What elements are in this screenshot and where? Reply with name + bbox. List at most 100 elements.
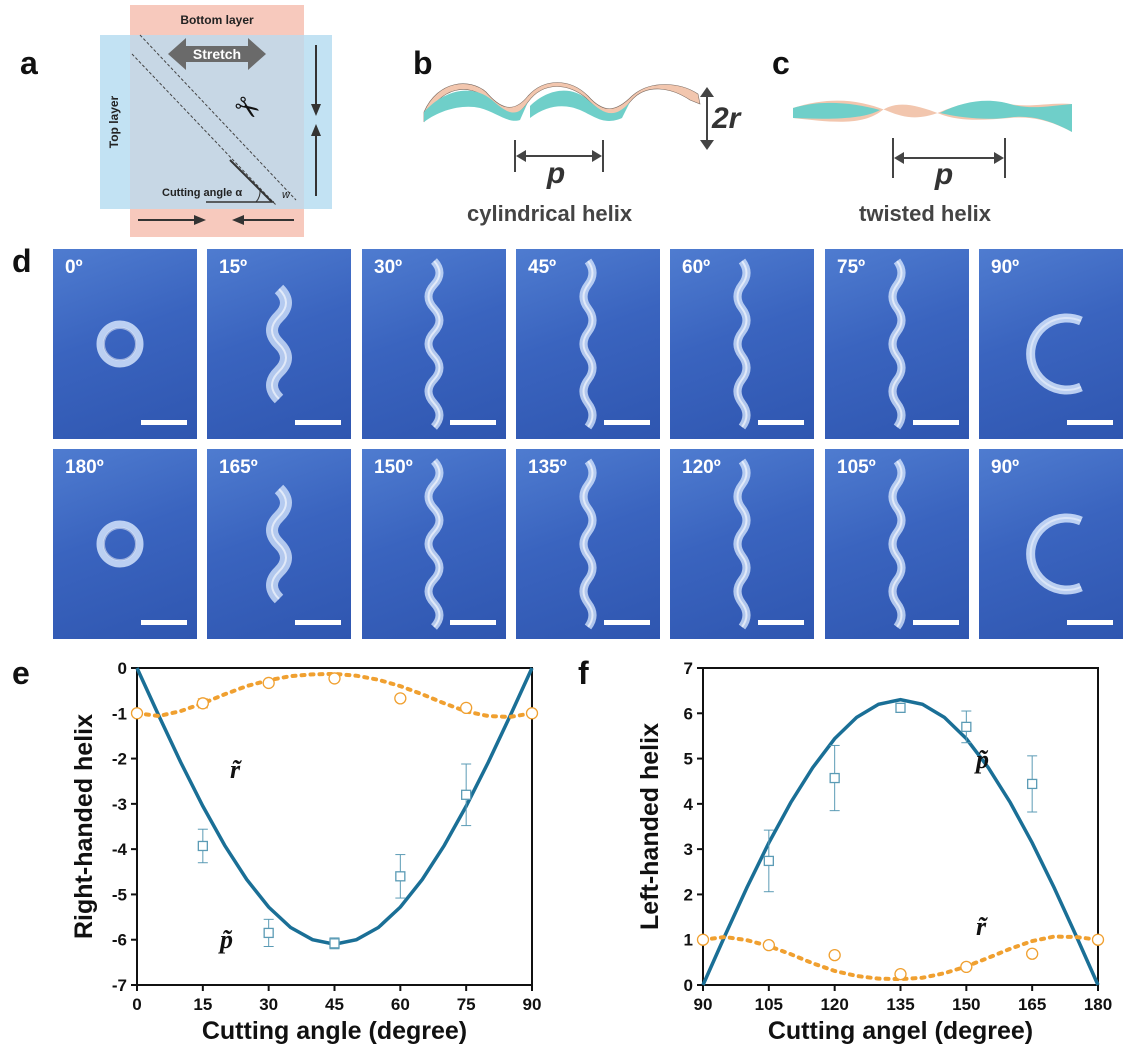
sample-shape bbox=[888, 258, 906, 430]
bottom-layer-label: Bottom layer bbox=[180, 13, 254, 27]
data-point-square bbox=[961, 721, 972, 733]
cylindrical-helix-diagram bbox=[423, 82, 701, 123]
x-tick-label: 105 bbox=[755, 995, 783, 1014]
panel-label-e: e bbox=[12, 655, 30, 691]
data-point-circle bbox=[394, 692, 407, 705]
scale-bar bbox=[758, 620, 804, 625]
y-axis-label: Left-handed helix bbox=[636, 723, 664, 930]
y-tick-label: 5 bbox=[684, 750, 693, 769]
sample-shape bbox=[733, 258, 751, 430]
angle-label: 0º bbox=[65, 257, 83, 278]
data-point-circle bbox=[130, 707, 144, 720]
data-point-square bbox=[197, 840, 208, 852]
stretch-label: Stretch bbox=[193, 46, 241, 62]
angle-label: 180º bbox=[65, 457, 104, 478]
scale-bar bbox=[141, 420, 187, 425]
pitch-label-b: p bbox=[546, 157, 565, 190]
panel-label-a: a bbox=[20, 45, 38, 81]
y-tick-label: 6 bbox=[684, 704, 693, 723]
sample-shape bbox=[733, 458, 751, 630]
scale-bar bbox=[758, 420, 804, 425]
twisted-helix-diagram bbox=[793, 100, 1072, 132]
y-axis-label: Right-handed helix bbox=[70, 714, 98, 939]
cylindrical-helix-caption: cylindrical helix bbox=[467, 201, 633, 226]
data-point-square bbox=[263, 927, 274, 939]
scale-bar bbox=[604, 620, 650, 625]
data-point-circle bbox=[328, 672, 341, 685]
y-tick-label: 3 bbox=[684, 840, 693, 859]
plot-frame bbox=[702, 667, 1099, 986]
sample-shape bbox=[424, 258, 444, 430]
data-point-square bbox=[829, 772, 840, 784]
y-tick-label: -2 bbox=[112, 750, 127, 769]
scale-bar bbox=[913, 420, 959, 425]
data-point-circle bbox=[894, 967, 907, 981]
y-tick-label: -3 bbox=[112, 795, 127, 814]
sample-shape bbox=[579, 258, 597, 430]
scale-bar bbox=[1067, 420, 1113, 425]
x-axis-label: Cutting angel (degree) bbox=[768, 1017, 1033, 1045]
sample-photo: 45º bbox=[516, 249, 660, 439]
annotation-p: p̃ bbox=[974, 745, 989, 774]
scale-bar bbox=[295, 620, 341, 625]
angle-label: 90º bbox=[991, 257, 1020, 278]
x-tick-label: 90 bbox=[694, 995, 713, 1014]
data-point-circle bbox=[196, 697, 209, 710]
data-point-square bbox=[329, 938, 340, 949]
sample-shape bbox=[96, 520, 144, 568]
x-tick-label: 165 bbox=[1018, 995, 1046, 1014]
scale-bar bbox=[450, 420, 496, 425]
angle-label: 105º bbox=[837, 457, 876, 478]
x-tick-label: 0 bbox=[132, 995, 141, 1014]
data-point-square bbox=[1027, 778, 1038, 790]
chart-left-handed: 90 105 120 135 150 165 180 0 1 2 3 4 5 6 7 Cutting ange… bbox=[636, 659, 1112, 1045]
x-tick-label: 135 bbox=[886, 995, 914, 1014]
panel-label-b: b bbox=[413, 45, 433, 81]
sample-photo: 60º bbox=[670, 249, 814, 439]
cutting-angle-label: Cutting angle α bbox=[162, 187, 242, 199]
x-tick-label: 90 bbox=[523, 995, 542, 1014]
angle-label: 150º bbox=[374, 457, 413, 478]
y-tick-label: 0 bbox=[684, 976, 693, 995]
top-layer-label: Top layer bbox=[107, 95, 121, 148]
x-axis-label: Cutting angle (degree) bbox=[202, 1017, 467, 1045]
sample-shape bbox=[96, 320, 144, 368]
data-point-circle bbox=[696, 933, 710, 946]
cutting-schematic: Bottom layer Top layer Stretch ✂ Cutting… bbox=[100, 5, 1072, 237]
y-tick-label: 2 bbox=[684, 885, 693, 904]
data-point-circle bbox=[960, 960, 973, 974]
sample-photo: 135º bbox=[516, 449, 660, 639]
stretch-arrow bbox=[168, 38, 266, 70]
scale-bar bbox=[913, 620, 959, 625]
sample-photo: 105º bbox=[825, 449, 969, 639]
x-tick-label: 15 bbox=[193, 995, 212, 1014]
pitch-label-c: p bbox=[934, 158, 953, 191]
fit-curve-p bbox=[135, 667, 534, 947]
sample-shape bbox=[266, 284, 292, 404]
chart-right-handed: 0 15 30 45 60 75 90 0 -1 -2 -3 -4 -5 -6 -7 Cutting angl… bbox=[70, 659, 542, 1045]
sample-shape bbox=[1026, 313, 1083, 395]
annotation-r: r̃ bbox=[976, 912, 988, 941]
angle-label: 135º bbox=[528, 457, 567, 478]
sample-photo: 30º bbox=[362, 249, 506, 439]
y-tick-label: 4 bbox=[684, 795, 694, 814]
sample-shape bbox=[424, 458, 444, 630]
x-tick-label: 180 bbox=[1084, 995, 1112, 1014]
y-tick-label: -6 bbox=[112, 931, 127, 950]
y-tick-label: -7 bbox=[112, 976, 127, 995]
sample-photo: 150º bbox=[362, 449, 506, 639]
x-tick-label: 75 bbox=[457, 995, 476, 1014]
angle-label: 120º bbox=[682, 457, 721, 478]
y-tick-label: 1 bbox=[684, 931, 693, 950]
sample-shape bbox=[266, 484, 292, 604]
y-tick-label: 0 bbox=[118, 659, 127, 678]
scale-bar bbox=[604, 420, 650, 425]
scale-bar bbox=[141, 620, 187, 625]
annotation-r: r̃ bbox=[230, 755, 242, 784]
sample-shape bbox=[1026, 513, 1083, 595]
sample-photo: 90º bbox=[979, 249, 1123, 439]
data-point-square bbox=[395, 871, 406, 882]
angle-label: 15º bbox=[219, 257, 248, 278]
data-point-circle bbox=[828, 948, 841, 962]
sample-shape bbox=[579, 458, 597, 630]
